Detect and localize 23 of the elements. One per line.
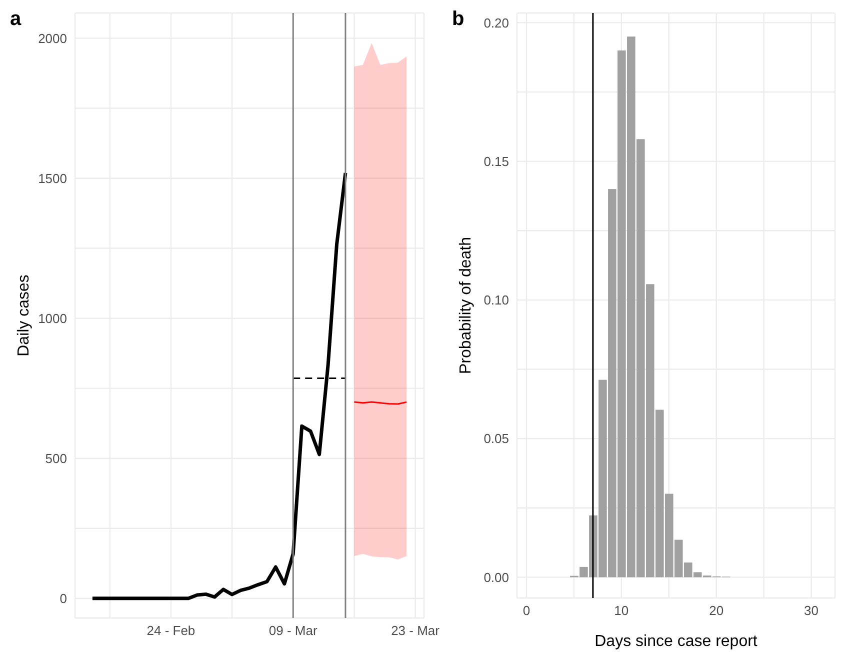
- y-tick-label: 0.05: [484, 431, 509, 446]
- y-tick-label: 1500: [38, 170, 67, 186]
- chart-title: a: [10, 8, 22, 31]
- y-tick-label: 500: [45, 450, 67, 466]
- y-tick-label: 0.20: [484, 15, 509, 30]
- x-tick-label: 24 - Feb: [146, 623, 196, 638]
- line-series: [90, 171, 348, 600]
- x-tick-label: 20: [709, 603, 724, 618]
- y-axis-title: Daily cases: [16, 274, 33, 356]
- y-tick-label: 2000: [38, 30, 67, 46]
- y-axis-title: Probability of death: [458, 237, 475, 374]
- y-tick-label: 0.00: [484, 570, 509, 585]
- y-tick-label: 1000: [38, 310, 67, 326]
- x-tick-label: 30: [804, 603, 819, 618]
- x-tick-label: 09 - Mar: [268, 623, 318, 638]
- x-tick-label: 0: [522, 603, 530, 618]
- y-tick-label: 0: [60, 591, 67, 606]
- y-tick-label: 0.10: [484, 292, 509, 308]
- x-axis-title: Days since case report: [594, 633, 758, 650]
- y-tick-label: 0.15: [484, 154, 509, 169]
- x-tick-label: 10: [614, 603, 629, 618]
- chart-title: b: [452, 8, 464, 31]
- x-tick-label: 23 - Mar: [391, 623, 440, 638]
